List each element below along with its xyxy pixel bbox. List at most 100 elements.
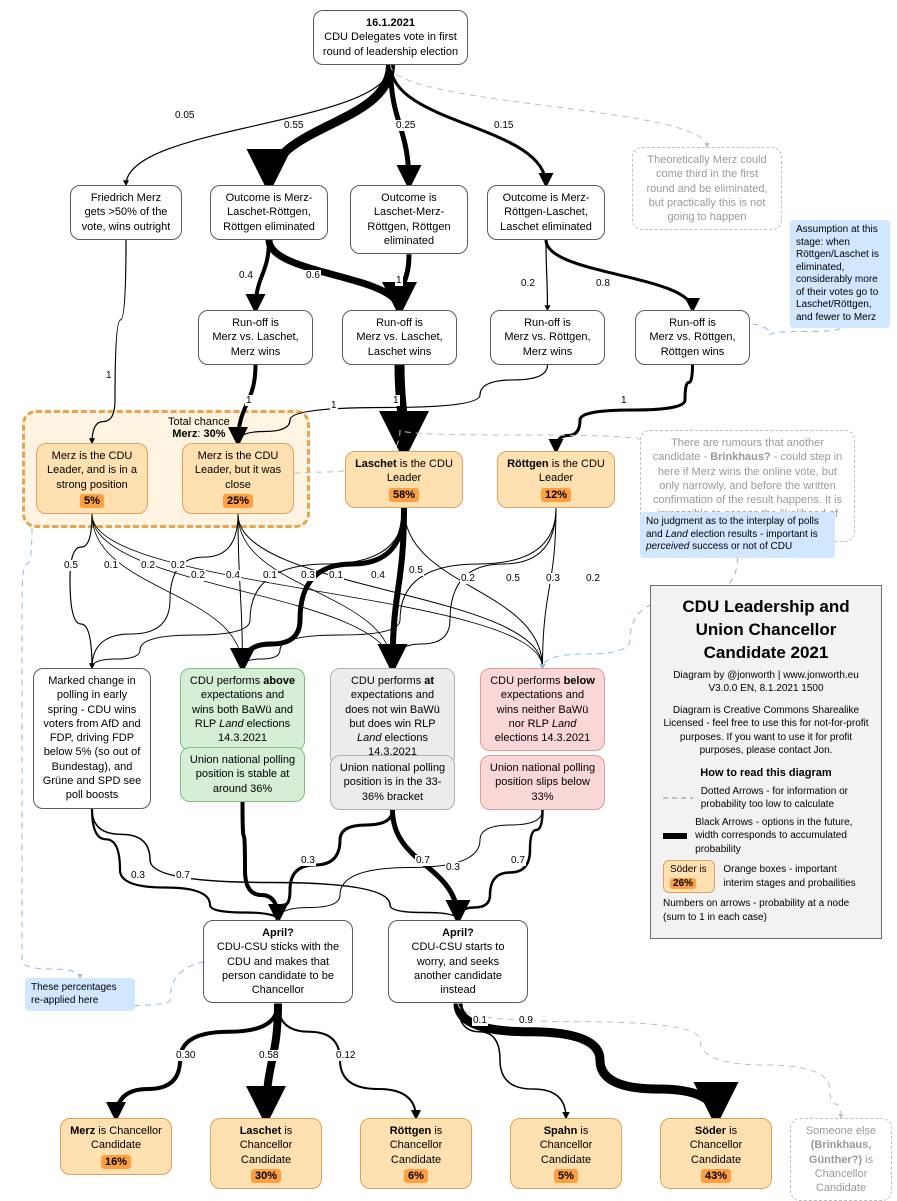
- node-cc_other: Someone else (Brinkhaus, Günther?) is Ch…: [790, 1118, 892, 1201]
- edge-label: 0.4: [238, 270, 254, 281]
- edge: [238, 514, 243, 668]
- note-n_polls: No judgment as to the interplay of polls…: [640, 512, 835, 558]
- node-perf_above_a: CDU performs above expectations and wins…: [180, 668, 305, 751]
- edge: [543, 508, 557, 668]
- edge: [256, 240, 270, 310]
- legend-orange: Söder is 26% Orange boxes - important in…: [663, 860, 869, 893]
- node-cc_spahn: Spahn is Chancellor Candidate5%: [510, 1118, 622, 1189]
- edge-label: 0.2: [140, 560, 156, 571]
- edge-label: 0.1: [472, 1015, 488, 1026]
- merz-total-label: Total chanceMerz: 30%: [168, 416, 230, 440]
- edge-label: 0.5: [63, 560, 79, 571]
- edge: [92, 809, 278, 920]
- edge-label: 0.12: [335, 1050, 356, 1061]
- infobox-license: Diagram is Creative Commons Sharealike L…: [663, 704, 869, 758]
- node-r1: Run-off isMerz vs. Laschet,Merz wins: [198, 310, 313, 365]
- edge: [243, 508, 557, 668]
- edge-label: 0.25: [395, 120, 416, 131]
- edge-label: 0.2: [190, 570, 206, 581]
- edge-label: 0.55: [283, 120, 304, 131]
- edge-label: 0.4: [370, 570, 386, 581]
- edge-label: 1: [105, 370, 113, 381]
- edge-label: 0.2: [460, 573, 476, 584]
- node-r3: Run-off isMerz vs. Röttgen,Merz wins: [490, 310, 605, 365]
- node-perf_at_b: Union national polling position is in th…: [330, 755, 455, 810]
- edge-label: 0.7: [415, 855, 431, 866]
- edge-label: 1: [395, 275, 403, 286]
- legend-black: Black Arrows - options in the future, wi…: [663, 816, 869, 857]
- legend-numbers: Numbers on arrows - probability at a nod…: [663, 897, 869, 924]
- infobox-title: CDU Leadership and Union Chancellor Cand…: [663, 596, 869, 665]
- edge: [278, 810, 393, 920]
- edge-label: 0.5: [505, 573, 521, 584]
- edge-label: 0.05: [174, 110, 195, 121]
- edge-label: 1: [392, 395, 400, 406]
- edge-label: 0.58: [258, 1050, 279, 1061]
- edge-label: 0.1: [262, 570, 278, 581]
- edge: [391, 65, 708, 147]
- node-L_roettgen: Röttgen is the CDU Leader12%: [497, 451, 615, 508]
- edge: [458, 810, 543, 920]
- node-r4: Run-off isMerz vs. Röttgen,Röttgen wins: [635, 310, 750, 365]
- edge-label: 0.6: [305, 270, 321, 281]
- edge-label: 0.2: [170, 560, 186, 571]
- node-cc_merz: Merz is Chancellor Candidate16%: [60, 1118, 172, 1175]
- node-perf_below_b: Union national polling position slips be…: [480, 755, 605, 810]
- legend-infobox: CDU Leadership and Union Chancellor Cand…: [650, 585, 882, 939]
- edge-label: 1: [245, 395, 253, 406]
- edge-label: 0.7: [510, 855, 526, 866]
- edge: [400, 365, 405, 451]
- node-polling_shift: Marked change in polling in early spring…: [33, 668, 151, 809]
- edge-label: 1: [620, 395, 628, 406]
- node-april_stick: April?CDU-CSU sticks with the CDU and ma…: [203, 920, 353, 1003]
- node-perf_above_b: Union national polling position is stabl…: [180, 747, 305, 802]
- edge: [458, 1003, 841, 1118]
- edge: [238, 514, 393, 668]
- edge-label: 0.1: [103, 560, 119, 571]
- edge-label: 0.4: [225, 570, 241, 581]
- node-o3: Outcome is Laschet-Merz-Röttgen, Röttgen…: [350, 185, 468, 254]
- edge: [243, 508, 405, 668]
- edge-label: 0.9: [518, 1015, 534, 1026]
- node-r2: Run-off isMerz vs. Laschet,Laschet wins: [342, 310, 457, 365]
- edge: [92, 809, 458, 920]
- node-perf_at_a: CDU performs at expectations and does no…: [330, 668, 455, 766]
- node-o4: Outcome is Merz-Röttgen-Laschet, Laschet…: [487, 185, 605, 240]
- node-start: 16.1.2021CDU Delegates vote in first rou…: [313, 10, 468, 65]
- infobox-howto: How to read this diagram: [663, 766, 869, 781]
- edge-label: 0.30: [175, 1050, 196, 1061]
- node-cc_soeder: Söder is Chancellor Candidate43%: [660, 1118, 772, 1189]
- edge-label: 0.15: [493, 120, 514, 131]
- edge: [92, 514, 238, 668]
- node-o1: Friedrich Merz gets >50% of the vote, wi…: [70, 185, 182, 240]
- edge: [92, 514, 393, 668]
- node-L_merz_strong: Merz is the CDU Leader, and is in a stro…: [36, 443, 148, 514]
- edge-label: 0.2: [585, 573, 601, 584]
- edge: [458, 1003, 716, 1118]
- edge-label: 0.2: [520, 278, 536, 289]
- edge: [116, 1003, 278, 1118]
- edge: [546, 240, 548, 310]
- edge: [126, 65, 391, 185]
- node-L_merz_close: Merz is the CDU Leader, but it was close…: [182, 443, 294, 514]
- edge: [238, 514, 543, 668]
- edge: [92, 508, 404, 668]
- edge-label: 0.5: [408, 565, 424, 576]
- edge-label: 0.3: [300, 855, 316, 866]
- edge: [393, 508, 405, 668]
- edge-label: 0.1: [328, 570, 344, 581]
- edge: [70, 514, 92, 668]
- edge-label: 0.3: [300, 570, 316, 581]
- edge: [243, 802, 279, 920]
- edge: [393, 508, 557, 668]
- node-cc_laschet: Laschet is Chancellor Candidate30%: [210, 1118, 322, 1189]
- edge: [546, 240, 693, 310]
- node-perf_below_a: CDU performs below expectations and wins…: [480, 668, 605, 751]
- note-n_assume: Assumption at this stage: when Röttgen/L…: [790, 220, 890, 328]
- edge-label: 0.7: [175, 870, 191, 881]
- edge-label: 0.3: [130, 870, 146, 881]
- edge: [278, 810, 543, 920]
- edge-label: 0.3: [445, 862, 461, 873]
- edge: [404, 508, 543, 668]
- edge: [92, 514, 543, 668]
